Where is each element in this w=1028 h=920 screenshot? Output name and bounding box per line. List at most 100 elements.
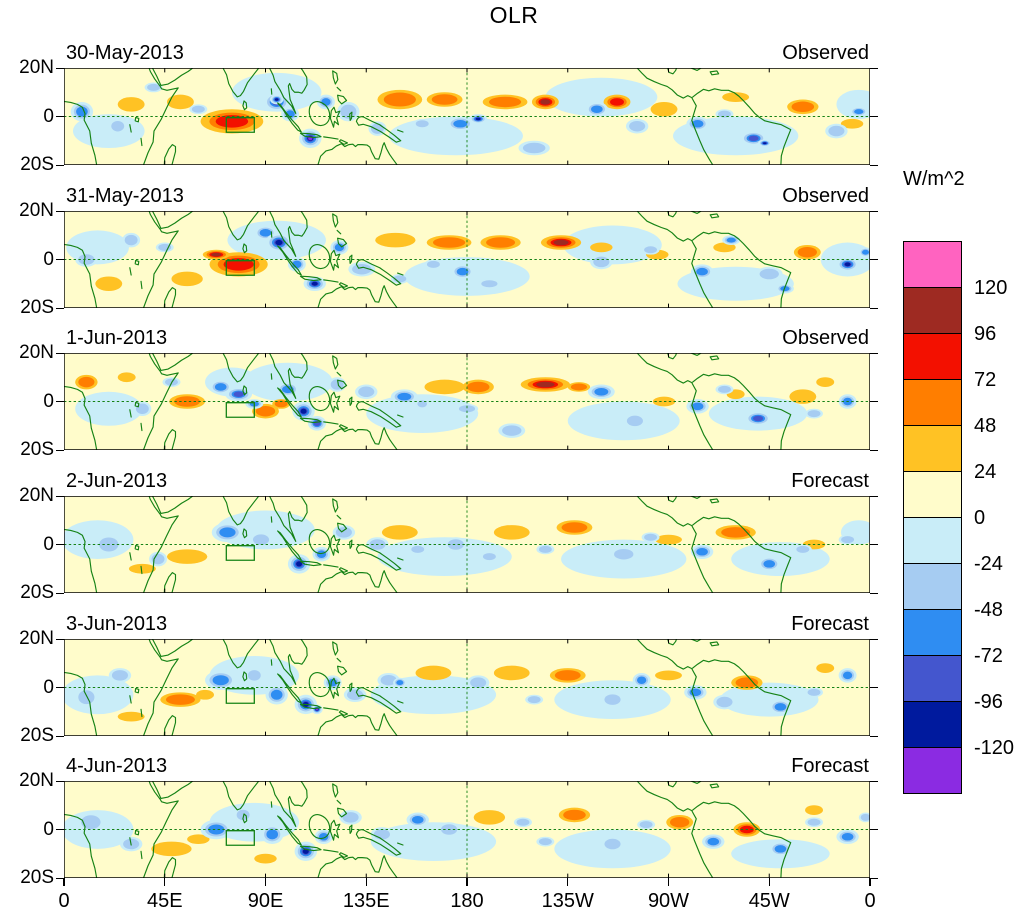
map-panel-svg <box>64 781 870 878</box>
map-panel <box>64 781 870 878</box>
panel-date-label: 1-Jun-2013 <box>66 327 168 349</box>
colorbar-tick-label: -96 <box>974 691 1003 713</box>
y-axis-tick-label: 20N <box>19 57 54 78</box>
axis-tick <box>870 307 878 309</box>
axis-tick <box>870 352 878 354</box>
y-axis-tick-label: 20N <box>19 485 54 506</box>
colorbar-swatch <box>903 517 962 564</box>
colorbar-units-label: W/m^2 <box>903 168 965 190</box>
x-axis-tick <box>567 878 569 886</box>
axis-tick <box>870 116 878 118</box>
map-panel <box>64 68 870 165</box>
x-axis-tick <box>869 878 871 886</box>
panel-type-label: Forecast <box>791 613 869 635</box>
panel-type-label: Observed <box>782 327 869 349</box>
axis-tick <box>56 401 64 403</box>
panel-date-label: 4-Jun-2013 <box>66 755 168 777</box>
colorbar-swatch <box>903 333 962 380</box>
axis-tick <box>870 259 878 261</box>
y-axis-tick-label: 20N <box>19 200 54 221</box>
colorbar-swatch <box>903 241 962 288</box>
axis-tick <box>870 780 878 782</box>
y-axis-tick-label: 0 <box>43 533 54 555</box>
y-axis-tick-label: 20S <box>20 154 54 175</box>
axis-tick <box>56 495 64 497</box>
axis-tick <box>870 877 878 879</box>
x-axis-tick <box>63 878 65 886</box>
axis-tick <box>56 592 64 594</box>
axis-tick <box>56 259 64 261</box>
panel-header: 30-May-2013 Observed <box>64 41 870 65</box>
axis-tick <box>870 829 878 831</box>
y-axis-tick-label: 20S <box>20 297 54 318</box>
panel-header: 4-Jun-2013 Forecast <box>64 754 870 778</box>
colorbar-swatch <box>903 379 962 426</box>
figure-title: OLR <box>489 2 539 28</box>
axis-tick <box>870 544 878 546</box>
axis-tick <box>870 495 878 497</box>
x-axis-tick-label: 180 <box>450 890 484 912</box>
panel-header: 2-Jun-2013 Forecast <box>64 469 870 493</box>
x-axis-tick <box>164 878 166 886</box>
axis-tick <box>56 877 64 879</box>
panel-date-label: 30-May-2013 <box>66 42 184 64</box>
y-axis-tick-label: 20S <box>20 439 54 460</box>
colorbar-swatch <box>903 471 962 518</box>
axis-tick <box>56 829 64 831</box>
colorbar-swatches <box>903 241 962 794</box>
axis-tick <box>56 544 64 546</box>
axis-tick <box>56 116 64 118</box>
map-panel-svg <box>64 211 870 308</box>
panel-type-label: Forecast <box>791 755 869 777</box>
panel-header: 3-Jun-2013 Forecast <box>64 612 870 636</box>
panel-date-label: 2-Jun-2013 <box>66 470 168 492</box>
panel-type-label: Forecast <box>791 470 869 492</box>
y-axis-tick-label: 0 <box>43 390 54 412</box>
axis-tick <box>56 210 64 212</box>
panel-date-label: 31-May-2013 <box>66 185 184 207</box>
x-axis-tick-label: 0 <box>58 890 70 912</box>
axis-tick <box>870 164 878 166</box>
axis-tick <box>870 210 878 212</box>
axis-tick <box>870 449 878 451</box>
panel-date-label: 3-Jun-2013 <box>66 613 168 635</box>
colorbar-tick-label: 120 <box>974 277 1008 299</box>
colorbar-tick-label: 0 <box>974 507 986 529</box>
colorbar-tick-label: -24 <box>974 553 1003 575</box>
panel-header: 1-Jun-2013 Observed <box>64 326 870 350</box>
axis-tick <box>870 67 878 69</box>
map-panel <box>64 496 870 593</box>
colorbar-tick-label: -120 <box>974 737 1015 759</box>
y-axis-tick-label: 0 <box>43 248 54 270</box>
axis-tick <box>56 164 64 166</box>
panel-type-label: Observed <box>782 42 869 64</box>
x-axis-tick-label: 90W <box>647 890 690 912</box>
colorbar-tick-label: -48 <box>974 599 1003 621</box>
colorbar-swatch <box>903 747 962 794</box>
axis-tick <box>56 735 64 737</box>
x-axis-tick <box>768 878 770 886</box>
x-axis-tick-label: 0 <box>864 890 876 912</box>
x-axis-tick <box>466 878 468 886</box>
colorbar-swatch <box>903 425 962 472</box>
axis-tick <box>870 638 878 640</box>
axis-tick <box>870 401 878 403</box>
axis-tick <box>870 592 878 594</box>
colorbar-tick-label: 96 <box>974 323 997 345</box>
x-axis-tick-label: 45W <box>748 890 790 912</box>
colorbar-tick-label: -72 <box>974 645 1003 667</box>
x-axis-tick-label: 45E <box>146 890 183 912</box>
axis-tick <box>870 735 878 737</box>
map-panel-svg <box>64 68 870 165</box>
map-panel-svg <box>64 496 870 593</box>
y-axis-tick-label: 0 <box>43 818 54 840</box>
map-panel-svg <box>64 639 870 736</box>
panel-header: 31-May-2013 Observed <box>64 184 870 208</box>
axis-tick <box>870 687 878 689</box>
y-axis-tick-label: 20S <box>20 582 54 603</box>
panel-type-label: Observed <box>782 185 869 207</box>
y-axis-tick-label: 0 <box>43 105 54 127</box>
axis-tick <box>56 67 64 69</box>
y-axis-tick-label: 20N <box>19 628 54 649</box>
